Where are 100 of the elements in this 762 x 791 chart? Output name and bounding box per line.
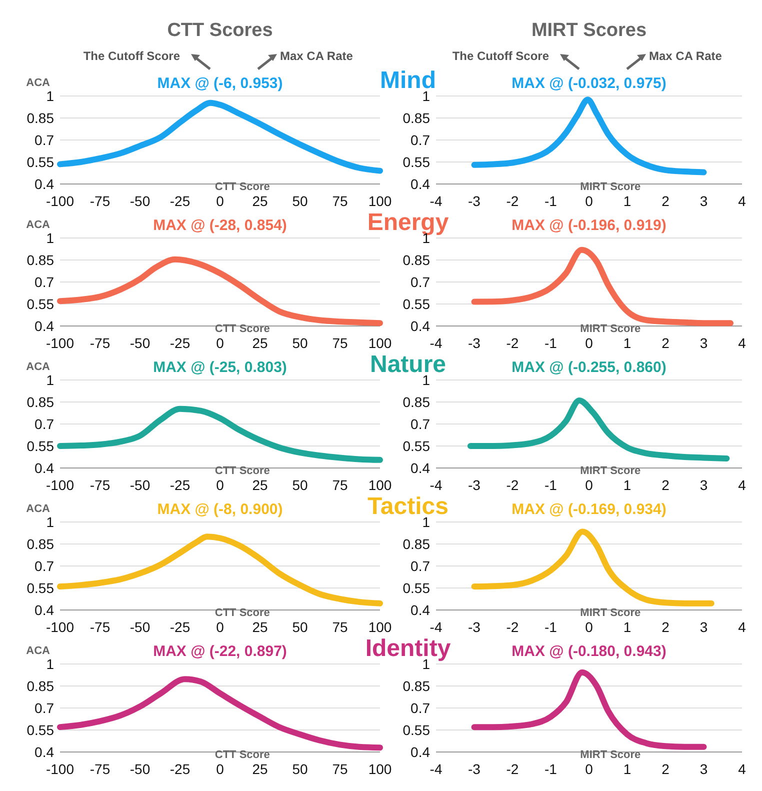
x-tick-label: -25 — [170, 335, 190, 351]
x-tick-label: 75 — [332, 761, 348, 777]
x-tick-label: -1 — [544, 477, 558, 493]
x-axis-title: CTT Score — [214, 181, 270, 193]
x-tick-label: -1 — [544, 761, 558, 777]
x-tick-label: 50 — [292, 761, 308, 777]
x-tick-label: -25 — [170, 193, 190, 209]
x-tick-label: -2 — [506, 193, 519, 209]
y-tick-label: 0.85 — [26, 252, 54, 268]
y-tick-label: 0.85 — [402, 394, 430, 410]
y-tick-label: 0.85 — [26, 678, 54, 694]
text: The Cutoff Score — [452, 49, 550, 63]
x-axis-title: CTT Score — [214, 749, 270, 761]
chart-title: MAX @ (-25, 0.803) — [153, 359, 287, 376]
x-tick-label: 4 — [738, 477, 746, 493]
x-axis-title: MIRT Score — [580, 323, 641, 335]
y-tick-label: 0.7 — [410, 558, 430, 574]
y-tick-label: 0.7 — [410, 700, 430, 716]
x-tick-label: -1 — [544, 619, 558, 635]
y-tick-label: 0.55 — [26, 438, 54, 454]
x-tick-label: 2 — [662, 619, 670, 635]
x-tick-label: 50 — [292, 193, 308, 209]
x-axis-title: CTT Score — [214, 607, 270, 619]
x-tick-label: 0 — [216, 477, 224, 493]
y-tick-label: 0.7 — [410, 132, 430, 148]
x-tick-label: -50 — [130, 477, 150, 493]
x-tick-label: 50 — [292, 619, 308, 635]
y-tick-label: 0.4 — [410, 318, 430, 334]
x-tick-label: -2 — [506, 335, 519, 351]
x-tick-label: -75 — [90, 335, 110, 351]
x-tick-label: 25 — [252, 761, 268, 777]
x-tick-label: -1 — [544, 193, 558, 209]
x-tick-label: 0 — [585, 619, 594, 635]
x-tick-label: 75 — [332, 193, 348, 209]
y-tick-label: 0.85 — [402, 536, 430, 552]
x-tick-label: 0 — [216, 335, 224, 351]
x-tick-label: -100 — [46, 193, 74, 209]
x-tick-label: 3 — [700, 193, 708, 209]
y-tick-label: 0.4 — [34, 602, 54, 618]
y-tick-label: 0.4 — [34, 744, 54, 760]
y-tick-label: 0.4 — [410, 602, 430, 618]
x-tick-label: -50 — [130, 761, 150, 777]
x-tick-label: 75 — [332, 335, 348, 351]
x-tick-label: 100 — [368, 761, 392, 777]
x-tick-label: 3 — [700, 619, 708, 635]
chart-title: MAX @ (-0.196, 0.919) — [512, 217, 666, 234]
x-tick-label: 2 — [662, 193, 670, 209]
y-axis-title: ACA — [26, 503, 50, 515]
x-tick-label: -100 — [46, 761, 74, 777]
x-tick-label: -2 — [506, 619, 519, 635]
chart-title: MAX @ (-28, 0.854) — [153, 217, 287, 234]
chart-title: MAX @ (-8, 0.900) — [157, 501, 283, 518]
x-tick-label: 0 — [585, 193, 594, 209]
y-tick-label: 1 — [46, 372, 54, 388]
x-tick-label: -75 — [90, 193, 110, 209]
x-tick-label: -25 — [170, 477, 190, 493]
y-tick-label: 1 — [46, 230, 54, 246]
y-tick-label: 0.85 — [26, 110, 54, 126]
x-axis-title: MIRT Score — [580, 181, 641, 193]
x-tick-label: -4 — [430, 619, 442, 635]
x-tick-label: 1 — [623, 193, 632, 209]
x-tick-label: 4 — [738, 193, 746, 209]
x-tick-label: -2 — [506, 477, 519, 493]
x-tick-label: 2 — [662, 335, 670, 351]
y-tick-label: 0.4 — [34, 176, 54, 192]
x-tick-label: 75 — [332, 477, 348, 493]
y-tick-label: 0.7 — [410, 274, 430, 290]
x-tick-label: -4 — [430, 477, 442, 493]
y-tick-label: 0.7 — [410, 416, 430, 432]
y-axis-title: ACA — [26, 77, 50, 89]
x-tick-label: 2 — [662, 761, 670, 777]
x-tick-label: 25 — [252, 477, 268, 493]
y-axis-title: ACA — [26, 219, 50, 231]
x-tick-label: 0 — [585, 477, 594, 493]
x-tick-label: -50 — [130, 193, 150, 209]
x-tick-label: -3 — [468, 335, 481, 351]
x-tick-label: -4 — [430, 761, 442, 777]
text: CTT Scores — [167, 20, 273, 41]
y-tick-label: 0.4 — [34, 460, 54, 476]
x-tick-label: 4 — [738, 619, 746, 635]
text: Max CA Rate — [649, 49, 722, 63]
x-tick-label: -3 — [468, 619, 481, 635]
y-tick-label: 0.55 — [26, 580, 54, 596]
x-tick-label: 0 — [216, 619, 224, 635]
x-tick-label: 1 — [623, 477, 632, 493]
x-tick-label: 100 — [368, 477, 392, 493]
x-tick-label: -3 — [468, 193, 481, 209]
y-tick-label: 0.4 — [410, 744, 430, 760]
x-tick-label: 25 — [252, 619, 268, 635]
x-tick-label: 1 — [623, 619, 632, 635]
y-tick-label: 0.85 — [26, 536, 54, 552]
x-tick-label: 0 — [585, 335, 594, 351]
text: MIRT Scores — [531, 20, 647, 41]
chart-title: MAX @ (-0.180, 0.943) — [512, 643, 666, 660]
x-tick-label: -3 — [468, 761, 481, 777]
x-tick-label: 1 — [623, 761, 632, 777]
x-tick-label: -4 — [430, 335, 442, 351]
y-tick-label: 0.55 — [26, 722, 54, 738]
chart-title: MAX @ (-0.255, 0.860) — [512, 359, 666, 376]
y-tick-label: 0.7 — [34, 274, 54, 290]
